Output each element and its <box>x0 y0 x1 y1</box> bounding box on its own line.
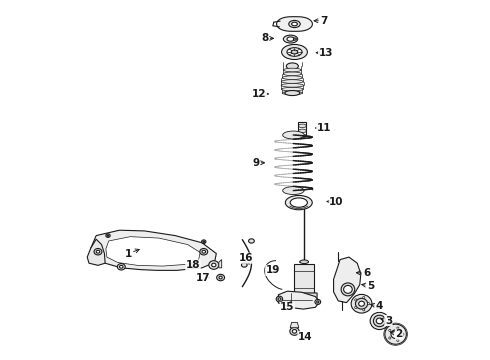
Text: 13: 13 <box>318 48 333 58</box>
Text: 19: 19 <box>266 265 280 275</box>
Ellipse shape <box>283 35 298 43</box>
Ellipse shape <box>117 264 125 270</box>
Ellipse shape <box>298 124 306 128</box>
Ellipse shape <box>107 235 109 236</box>
Text: 10: 10 <box>329 197 343 207</box>
Ellipse shape <box>317 301 319 303</box>
Ellipse shape <box>96 250 100 253</box>
Text: 4: 4 <box>376 301 383 311</box>
Ellipse shape <box>391 330 400 338</box>
Ellipse shape <box>217 274 224 281</box>
Ellipse shape <box>281 84 304 87</box>
Ellipse shape <box>202 250 205 253</box>
Ellipse shape <box>355 298 368 309</box>
Ellipse shape <box>293 329 296 333</box>
Ellipse shape <box>203 241 205 242</box>
Polygon shape <box>291 293 317 306</box>
Ellipse shape <box>355 299 357 301</box>
Ellipse shape <box>298 134 306 138</box>
Polygon shape <box>334 257 361 303</box>
Polygon shape <box>290 322 299 328</box>
Ellipse shape <box>290 198 307 207</box>
Text: 18: 18 <box>186 260 200 270</box>
Ellipse shape <box>282 76 302 80</box>
Ellipse shape <box>283 72 301 76</box>
Polygon shape <box>91 230 216 270</box>
Text: 5: 5 <box>367 281 374 291</box>
Ellipse shape <box>373 315 386 327</box>
Polygon shape <box>219 260 221 268</box>
Ellipse shape <box>276 296 283 302</box>
Ellipse shape <box>248 239 254 243</box>
Ellipse shape <box>301 300 307 304</box>
Text: 2: 2 <box>395 329 403 339</box>
Polygon shape <box>106 237 200 266</box>
Ellipse shape <box>359 301 365 306</box>
Polygon shape <box>294 264 314 293</box>
Ellipse shape <box>284 68 301 72</box>
Ellipse shape <box>397 339 399 341</box>
Ellipse shape <box>385 324 406 344</box>
Ellipse shape <box>281 87 303 91</box>
Ellipse shape <box>286 63 298 69</box>
Text: 14: 14 <box>298 332 313 342</box>
Polygon shape <box>276 17 313 31</box>
Ellipse shape <box>289 21 300 28</box>
Ellipse shape <box>193 264 196 267</box>
Ellipse shape <box>285 90 300 95</box>
Ellipse shape <box>355 306 357 309</box>
Ellipse shape <box>287 37 294 41</box>
Ellipse shape <box>294 38 296 40</box>
Ellipse shape <box>285 195 312 210</box>
Ellipse shape <box>278 298 281 300</box>
Ellipse shape <box>283 186 304 194</box>
Ellipse shape <box>343 285 352 293</box>
Ellipse shape <box>94 248 102 255</box>
Ellipse shape <box>351 294 372 313</box>
Text: 6: 6 <box>363 268 370 278</box>
Ellipse shape <box>201 240 206 243</box>
Text: 16: 16 <box>239 253 253 263</box>
Ellipse shape <box>298 129 306 133</box>
Text: 1: 1 <box>125 248 132 258</box>
Text: 15: 15 <box>280 302 294 312</box>
Text: 12: 12 <box>252 89 267 99</box>
Ellipse shape <box>300 260 309 264</box>
Ellipse shape <box>283 131 304 139</box>
Ellipse shape <box>212 263 216 267</box>
Ellipse shape <box>292 22 297 26</box>
Ellipse shape <box>370 312 389 329</box>
Ellipse shape <box>402 333 404 335</box>
Text: 8: 8 <box>261 33 269 43</box>
Ellipse shape <box>242 263 247 267</box>
Ellipse shape <box>363 309 365 311</box>
Ellipse shape <box>282 91 302 95</box>
Text: 3: 3 <box>385 316 392 325</box>
Text: 9: 9 <box>252 158 259 168</box>
Ellipse shape <box>389 337 391 339</box>
Ellipse shape <box>376 318 383 324</box>
Ellipse shape <box>106 234 110 237</box>
Ellipse shape <box>368 303 370 305</box>
Ellipse shape <box>290 327 299 335</box>
Text: 11: 11 <box>317 123 331 133</box>
Ellipse shape <box>191 262 199 269</box>
Ellipse shape <box>219 276 222 279</box>
Text: 7: 7 <box>320 16 328 26</box>
Ellipse shape <box>281 80 303 83</box>
Ellipse shape <box>209 261 219 269</box>
Text: 17: 17 <box>196 273 210 283</box>
Ellipse shape <box>389 329 391 332</box>
Ellipse shape <box>315 300 320 305</box>
Polygon shape <box>278 291 319 309</box>
Ellipse shape <box>291 50 298 54</box>
Ellipse shape <box>120 265 123 268</box>
Ellipse shape <box>287 48 302 56</box>
Polygon shape <box>87 239 105 265</box>
Ellipse shape <box>200 248 208 255</box>
Ellipse shape <box>397 327 399 329</box>
Ellipse shape <box>363 297 365 299</box>
Ellipse shape <box>282 44 307 59</box>
Ellipse shape <box>341 283 355 296</box>
